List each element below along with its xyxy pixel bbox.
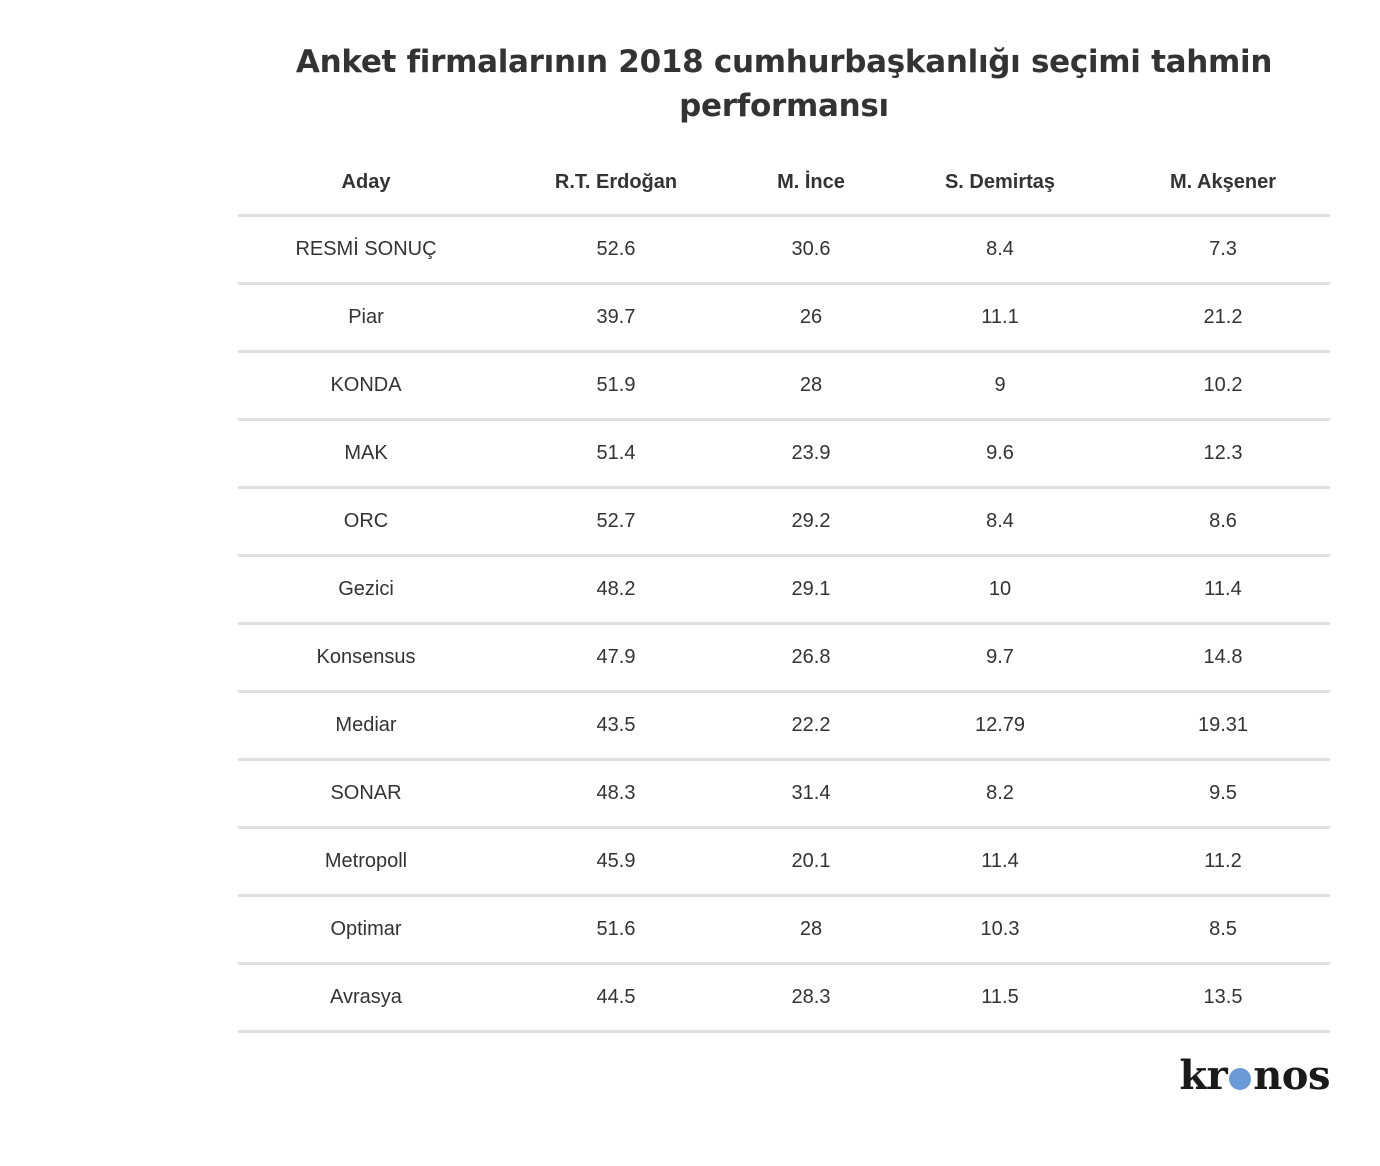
column-header-2: M. İnce [777,170,845,193]
value-cell: 14.8 [1203,646,1243,668]
pollster-name-cell: RESMİ SONUÇ [295,238,437,260]
pollster-name-cell: KONDA [330,374,402,396]
value-cell: 8.4 [986,510,1014,532]
column-header-0: Aday [341,170,391,193]
pollster-name-cell: Avrasya [330,986,402,1008]
pollster-name-cell: Mediar [335,714,397,736]
value-cell: 11.4 [1204,578,1242,600]
value-cell: 48.2 [596,578,636,600]
logo-text-end: nos [1253,1052,1330,1099]
value-cell: 51.6 [596,918,636,940]
value-cell: 10.2 [1203,374,1243,396]
value-cell: 22.2 [791,714,831,736]
pollster-name-cell: SONAR [330,782,402,804]
value-cell: 11.1 [981,306,1019,328]
pollster-name-cell: Metropoll [324,850,408,872]
value-cell: 31.4 [791,782,831,804]
table-row: MAK 51.4 23.9 9.6 12.3 [238,421,1330,489]
value-cell: 9.5 [1209,782,1237,804]
value-cell: 30.6 [791,238,831,260]
pollster-name-cell: Konsensus [316,646,416,668]
value-cell: 7.3 [1209,238,1237,260]
value-cell: 8.5 [1209,918,1237,940]
table-row: Konsensus 47.9 26.8 9.7 14.8 [238,625,1330,693]
value-cell: 47.9 [596,646,636,668]
table-row: Piar 39.7 26 11.1 21.2 [238,285,1330,353]
value-cell: 11.5 [981,986,1019,1008]
logo-text-start: kr [1179,1052,1228,1099]
table-row: ORC 52.7 29.2 8.4 8.6 [238,489,1330,557]
chart-title: Anket firmalarının 2018 cumhurbaşkanlığı… [295,44,1273,124]
table-row: Mediar 43.5 22.2 12.79 19.31 [238,693,1330,761]
value-cell: 48.3 [596,782,636,804]
table-row: Avrasya 44.5 28.3 11.5 13.5 [238,965,1330,1033]
value-cell: 10.3 [980,918,1020,940]
value-cell: 9.7 [986,646,1014,668]
value-cell: 8.4 [986,238,1014,260]
value-cell: 26 [799,306,823,328]
value-cell: 12.79 [974,714,1026,736]
value-cell: 43.5 [596,714,636,736]
value-cell: 9.6 [986,442,1014,464]
pollster-name-cell: Gezici [338,578,394,600]
table-body: RESMİ SONUÇ 52.6 30.6 8.4 7.3 Piar 39.7 26 11.1 2… [238,217,1330,1033]
value-cell: 44.5 [596,986,636,1008]
value-cell: 13.5 [1203,986,1243,1008]
table-row: Metropoll 45.9 20.1 11.4 11.2 [238,829,1330,897]
value-cell: 8.6 [1209,510,1237,532]
table-row: Gezici 48.2 29.1 10 11.4 [238,557,1330,625]
value-cell: 26.8 [791,646,831,668]
value-cell: 23.9 [791,442,831,464]
pollster-name-cell: ORC [343,510,389,532]
table-row: KONDA 51.9 28 9 10.2 [238,353,1330,421]
value-cell: 45.9 [596,850,636,872]
table-row: SONAR 48.3 31.4 8.2 9.5 [238,761,1330,829]
value-cell: 28.3 [791,986,831,1008]
value-cell: 9 [994,374,1006,396]
value-cell: 19.31 [1197,714,1249,736]
value-cell: 11.4 [981,850,1019,872]
results-table: Aday R.T. Erdoğan M. İnce S. Demirtaş M. Akş… [238,150,1330,1033]
value-cell: 52.6 [596,238,636,260]
value-cell: 29.1 [791,578,831,600]
value-cell: 8.2 [986,782,1014,804]
pollster-name-cell: Piar [348,306,384,328]
value-cell: 39.7 [596,306,636,328]
value-cell: 11.2 [1204,850,1242,872]
pollster-name-cell: Optimar [330,918,402,940]
column-header-3: S. Demirtaş [944,170,1056,193]
value-cell: 29.2 [791,510,831,532]
value-cell: 20.1 [791,850,831,872]
value-cell: 12.3 [1203,442,1243,464]
column-header-4: M. Akşener [1170,170,1276,193]
kronos-logo: kr nos [1179,1052,1330,1099]
logo-dot-icon [1229,1067,1252,1090]
pollster-name-cell: MAK [344,442,388,464]
value-cell: 28 [799,374,823,396]
value-cell: 51.9 [596,374,636,396]
value-cell: 51.4 [596,442,636,464]
value-cell: 10 [988,578,1012,600]
column-header-1: R.T. Erdoğan [554,170,678,193]
value-cell: 52.7 [596,510,636,532]
table-row: RESMİ SONUÇ 52.6 30.6 8.4 7.3 [238,217,1330,285]
value-cell: 21.2 [1203,306,1243,328]
table-row: Optimar 51.6 28 10.3 8.5 [238,897,1330,965]
table-header-row: Aday R.T. Erdoğan M. İnce S. Demirtaş M. Akş… [238,150,1330,217]
value-cell: 28 [799,918,823,940]
